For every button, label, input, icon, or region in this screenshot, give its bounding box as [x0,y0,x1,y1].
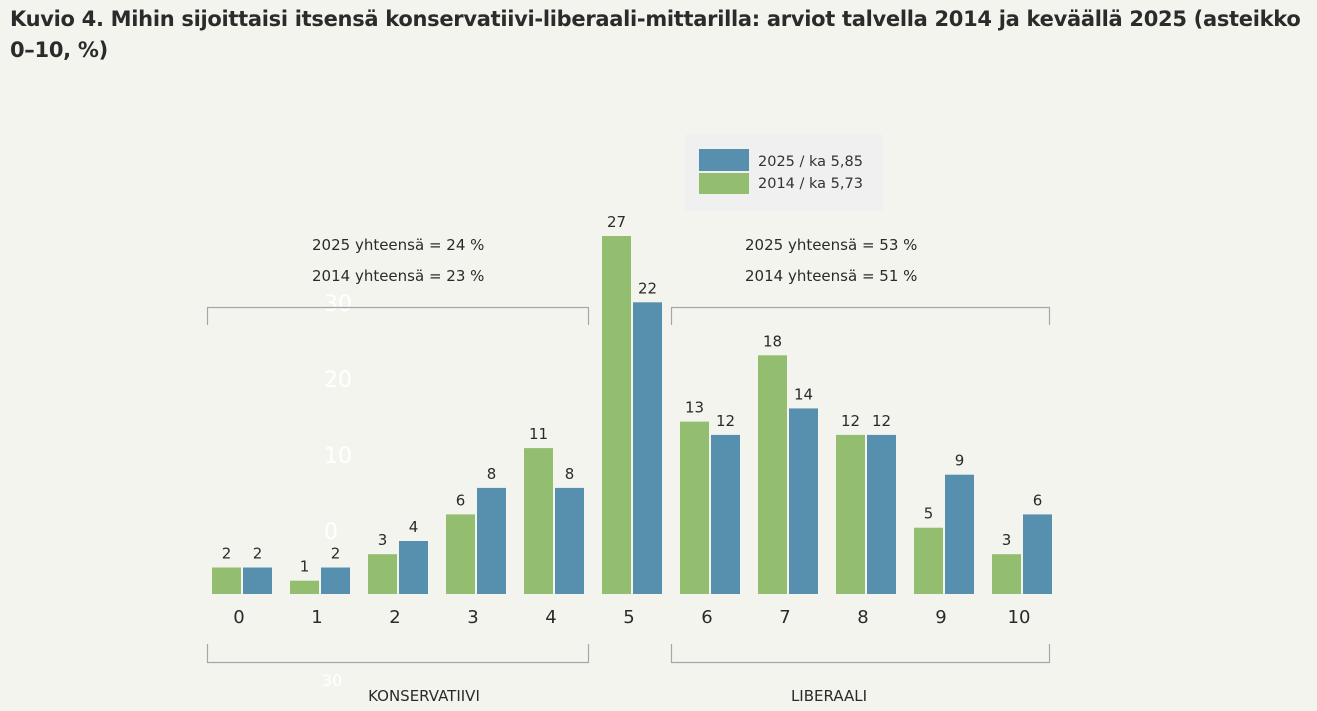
ghost-bottom-label: 30 [322,671,342,690]
liberal-top-bracket [670,306,1051,325]
legend-box [685,134,883,211]
value-label-2014-cat-5: 27 [607,213,626,231]
liberal-total-2014: 2014 yhteensä = 51 % [745,267,917,285]
category-label-6: 6 [701,607,712,628]
bar-2025-cat-8 [867,434,896,594]
value-label-2025-cat-2: 4 [409,518,419,536]
bar-2025-cat-3 [477,487,506,594]
value-label-2025-cat-7: 14 [794,385,813,403]
bar-2025-cat-4 [555,487,584,594]
value-label-2025-cat-0: 2 [253,545,263,563]
value-label-2014-cat-7: 18 [763,332,782,350]
bar-2014-cat-9 [914,527,943,594]
value-label-2025-cat-8: 12 [872,412,891,430]
ghost-y-tick: 20 [324,368,352,393]
bars [212,236,1052,594]
value-label-2014-cat-4: 11 [529,425,548,443]
bar-2025-cat-10 [1023,514,1052,594]
category-label-0: 0 [233,607,244,628]
conservative-total-2014: 2014 yhteensä = 23 % [312,267,484,285]
ghost-y-tick: 30 [324,292,352,317]
bar-2014-cat-0 [212,567,241,594]
bar-2014-cat-10 [992,554,1021,594]
category-label-8: 8 [857,607,868,628]
bar-2025-cat-9 [945,474,974,594]
ghost-y-axis: 30 20 10 0 [324,292,352,545]
bar-2014-cat-4 [524,448,553,594]
conservative-total-2025: 2025 yhteensä = 24 % [312,236,484,254]
value-label-2025-cat-10: 6 [1033,491,1043,509]
bar-2014-cat-2 [368,554,397,594]
legend-swatch-2014 [699,173,749,194]
ghost-y-tick: 10 [324,444,352,469]
bar-2014-cat-6 [680,421,709,594]
category-labels: 0 1 2 3 4 5 6 7 8 9 10 [233,607,1030,628]
chart-title: Kuvio 4. Mihin sijoittaisi itsensä konse… [10,7,1301,62]
category-label-10: 10 [1008,607,1031,628]
conservative-top-bracket [206,306,590,325]
bar-2025-cat-5 [633,302,662,594]
bar-2014-cat-7 [758,355,787,594]
value-label-2025-cat-6: 12 [716,412,735,430]
category-label-4: 4 [545,607,556,628]
bar-2014-cat-5 [602,236,631,594]
value-label-2014-cat-8: 12 [841,412,860,430]
category-label-7: 7 [779,607,790,628]
bar-2025-cat-0 [243,567,272,594]
value-label-2014-cat-6: 13 [685,399,704,417]
conservative-bottom-bracket [206,644,590,664]
category-label-5: 5 [623,607,634,628]
category-label-9: 9 [935,607,946,628]
value-label-2014-cat-9: 5 [924,505,934,523]
bar-2025-cat-2 [399,541,428,594]
ghost-y-tick: 0 [324,520,338,545]
legend-label-2025: 2025 / ka 5,85 [758,154,863,170]
liberal-total-2025: 2025 yhteensä = 53 % [745,236,917,254]
value-label-2025-cat-4: 8 [565,465,575,483]
group-label-konservatiivi: KONSERVATIIVI [368,687,480,705]
legend-swatch-2025 [699,149,749,171]
value-label-2025-cat-1: 2 [331,545,341,563]
category-label-1: 1 [311,607,322,628]
liberal-bottom-bracket [670,644,1051,664]
bar-2014-cat-3 [446,514,475,594]
value-label-2014-cat-2: 3 [378,531,388,549]
value-label-2014-cat-10: 3 [1002,531,1012,549]
value-label-2014-cat-0: 2 [222,545,232,563]
category-label-3: 3 [467,607,478,628]
bar-2025-cat-1 [321,567,350,594]
value-label-2014-cat-3: 6 [456,491,466,509]
legend: 2025 / ka 5,85 2014 / ka 5,73 [685,134,883,211]
bar-2025-cat-6 [711,434,740,594]
category-label-2: 2 [389,607,400,628]
bar-2025-cat-7 [789,408,818,594]
value-label-2014-cat-1: 1 [300,558,310,576]
legend-label-2014: 2014 / ka 5,73 [758,176,863,192]
value-label-2025-cat-5: 22 [638,279,657,297]
bar-2014-cat-1 [290,580,319,594]
group-label-liberaali: LIBERAALI [791,687,867,705]
value-label-2025-cat-3: 8 [487,465,497,483]
value-label-2025-cat-9: 9 [955,452,965,470]
bar-2014-cat-8 [836,434,865,594]
